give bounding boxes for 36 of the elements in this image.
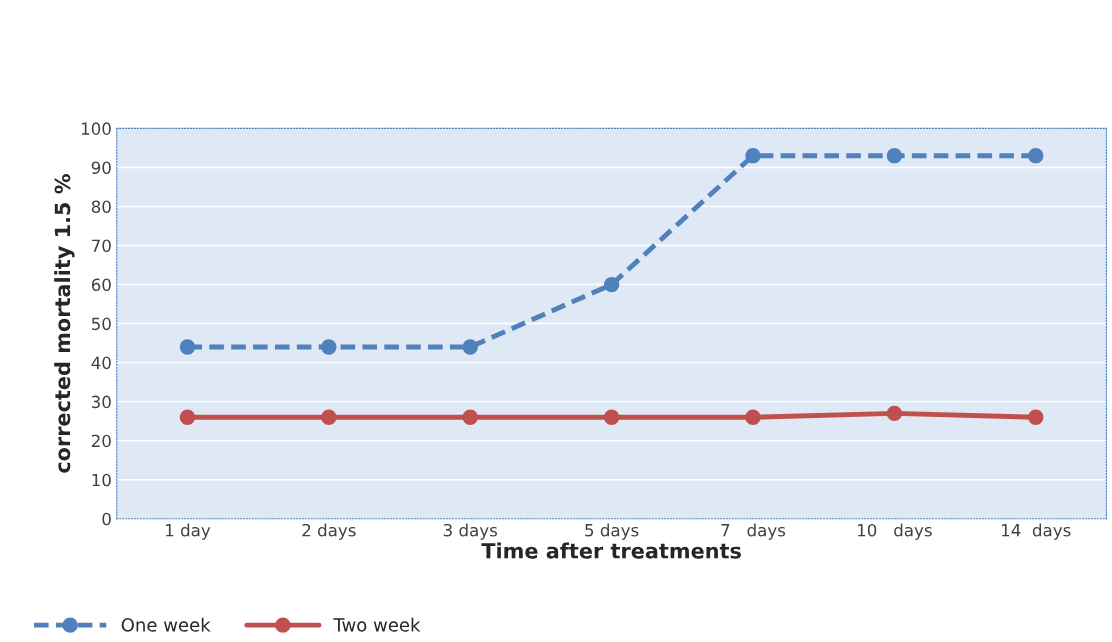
point (462, 409, 478, 425)
y-tick-label: 90 (91, 161, 111, 174)
point (462, 339, 478, 355)
x-tick-label: 3 days (443, 523, 498, 540)
x-tick-label: 7 days (721, 523, 786, 540)
y-tick-label: 50 (91, 317, 111, 331)
x-tick-label: 14 days (1002, 523, 1071, 540)
point (886, 148, 902, 164)
point (321, 339, 337, 355)
legend-label: One week (121, 617, 211, 632)
point (1028, 409, 1044, 425)
y-tick-label: 20 (91, 434, 111, 448)
x-axis-title: Time after treatments (481, 542, 741, 559)
x-tick-label: 2 days (302, 523, 356, 540)
point (1028, 148, 1044, 164)
point (179, 339, 196, 355)
y-tick-label: 100 (81, 122, 111, 135)
y-tick-label: 30 (91, 395, 111, 409)
y-tick-label: 70 (92, 239, 111, 253)
y-tick-label: 80 (91, 200, 111, 214)
point (603, 409, 620, 425)
point (179, 409, 196, 425)
y-tick-label: 40 (91, 356, 111, 370)
point (745, 409, 761, 425)
point (603, 276, 620, 293)
point (886, 405, 902, 421)
y-tick-label: 10 (92, 473, 111, 487)
y-tick-label: 0 (102, 512, 111, 526)
y-tick-label: 60 (91, 278, 111, 292)
point (745, 148, 761, 164)
y-axis-title: corrected mortality 1.5 % (54, 174, 75, 473)
legend-label: Two week (333, 617, 421, 632)
x-tick-label: 1 day (166, 523, 211, 540)
point (321, 409, 337, 425)
x-tick-label: 10 days (857, 523, 932, 540)
x-tick-label: 5 days (585, 523, 639, 540)
